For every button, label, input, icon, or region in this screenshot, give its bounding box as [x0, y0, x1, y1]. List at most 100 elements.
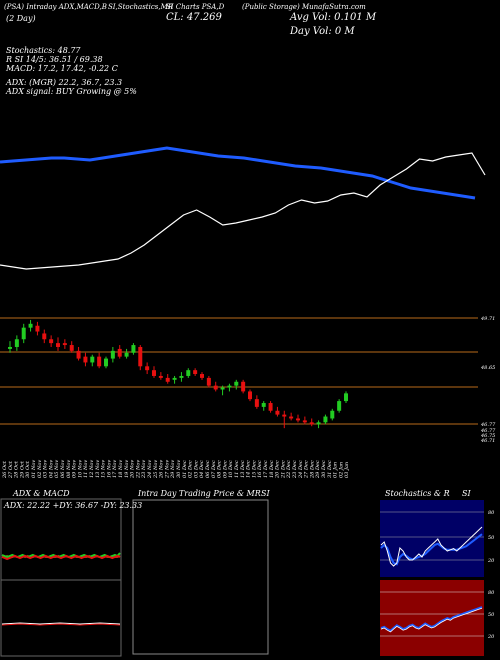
date-tick-label: 07 Dec [211, 460, 217, 478]
date-tick-label: 04 Nov [48, 460, 54, 478]
date-tick-label: 23 Nov [141, 460, 147, 479]
candle-body [138, 346, 143, 367]
date-tick-label: 06 Nov [60, 460, 66, 478]
date-tick-label: 08 Dec [217, 460, 223, 478]
stoch-panel-bg [380, 500, 484, 577]
date-tick-label: 10 Nov [77, 460, 83, 478]
date-tick-label: 01 Dec [182, 460, 188, 478]
candle-body [227, 385, 232, 388]
candle-body [241, 381, 246, 392]
date-tick-label: 09 Dec [222, 460, 228, 478]
date-tick-label: 18 Dec [269, 460, 275, 478]
adx-label: ADX: (MGR) 22.2, 36.7, 23.3 [6, 78, 123, 87]
date-tick-label: 27 Oct [8, 460, 14, 479]
candle-body [56, 343, 60, 347]
date-tick-label: 24 Nov [147, 460, 153, 479]
intraday-panel-frame [132, 499, 269, 655]
candle-body [165, 377, 170, 382]
adx-values-label: ADX: 22.22 +DY: 36.67 -DY: 23.33 [4, 501, 143, 510]
header-line1-left: (PSA) Intraday ADX,MACD,B [4, 3, 107, 11]
date-tick-label: 28 Dec [309, 460, 315, 479]
rsi-white-line [380, 607, 483, 633]
date-tick-label: 13 Nov [95, 460, 101, 478]
header-line2-left: (2 Day) [6, 14, 36, 23]
adx-panel-title: ADX & MACD [13, 489, 70, 498]
candle-body [296, 418, 300, 421]
date-tick-label: 02 Nov [37, 460, 43, 478]
candle-body [302, 420, 307, 423]
candle-body [90, 356, 95, 363]
date-tick-label: 27 Nov [164, 460, 170, 479]
date-tick-label: 30 Oct [25, 460, 31, 478]
intra-panel-title: Intra Day Trading Price & MR [138, 489, 261, 498]
stoch-panel-title-2: SI [462, 489, 471, 498]
candle-body [186, 370, 191, 376]
date-tick-label: 12 Nov [89, 460, 95, 478]
date-tick-label: 29 Dec [315, 460, 321, 479]
macd-line [1, 622, 121, 625]
stochastics-label: Stochastics: 48.77 [6, 46, 81, 55]
candle-body [248, 391, 252, 400]
date-tick-label: 02 Jan [338, 462, 344, 478]
candle-body [49, 339, 54, 344]
candle-body [28, 323, 33, 328]
candle-body [152, 370, 156, 376]
candle-body [309, 422, 314, 425]
candle-body [131, 345, 136, 353]
date-tick-label: 02 Dec [188, 460, 194, 478]
date-tick-label: 08 Nov [66, 460, 72, 478]
date-tick-label: 22 Dec [286, 460, 292, 479]
candle-body [69, 345, 74, 351]
candle-body [35, 325, 40, 332]
stoch-tick-label: 20 [487, 558, 495, 564]
rsi-tick-label: 50 [488, 612, 495, 618]
date-tick-label: 17 Dec [263, 460, 269, 478]
candle-body [289, 416, 294, 419]
date-tick-label: 03 Nov [43, 460, 49, 478]
date-tick-label: 20 Dec [275, 460, 281, 479]
stoch-tick-label: 50 [488, 535, 495, 541]
price-tick-label: 46.77 [480, 422, 496, 428]
date-tick-label: 27 Dec [304, 460, 310, 479]
minus-di-line [1, 554, 121, 561]
date-tick-label: 22 Nov [135, 460, 141, 479]
candle-body [200, 374, 204, 378]
macd-label: MACD: 17.2, 17.42, -0.22 C [6, 64, 118, 73]
date-tick-label: 11 Nov [83, 460, 89, 478]
candle-body [213, 385, 218, 390]
close-label: CL: 47.269 [166, 12, 222, 23]
candle-body [337, 401, 342, 411]
candle-body [275, 410, 280, 415]
price-tick-label: 46.75 [480, 433, 495, 439]
date-tick-label: 10 Dec [228, 460, 234, 478]
candle-body [14, 339, 19, 347]
date-tick-label: 30 Nov [176, 460, 182, 478]
date-tick-label: 03 Dec [193, 460, 199, 478]
ema-series-line [0, 146, 476, 200]
header-line1-mid: SI,Stochastics,MR [108, 3, 174, 11]
rsi-tick-label: 80 [488, 590, 495, 596]
date-tick-label: 09 Nov [72, 460, 78, 478]
date-tick-label: 25 Nov [153, 460, 159, 479]
candle-body [97, 356, 102, 367]
date-tick-label: 29 Oct [19, 460, 25, 479]
macd-signal-line [1, 623, 121, 626]
candle-body [193, 370, 198, 375]
stoch-panel-title: Stochastics & R [385, 489, 450, 498]
date-tick-label: 14 Dec [246, 460, 252, 478]
candle-body [330, 410, 335, 419]
candle-body [124, 352, 129, 357]
date-tick-label: 15 Dec [251, 460, 257, 478]
date-tick-label: 13 Dec [240, 460, 246, 478]
adx-signal-label: ADX signal: BUY Growing @ 5% [6, 87, 137, 96]
intra-panel-title-2: SI [261, 489, 270, 498]
candle-body [220, 387, 225, 390]
price-tick-label: 46.71 [480, 438, 495, 444]
date-tick-label: 01 Nov [31, 460, 37, 478]
avg-vol-label: Avg Vol: 0.101 M [290, 12, 377, 23]
candle-body [145, 366, 150, 371]
rsi-tick-label: 20 [487, 634, 495, 640]
date-tick-label: 01 Jan [333, 462, 339, 478]
candle-body [110, 350, 115, 359]
